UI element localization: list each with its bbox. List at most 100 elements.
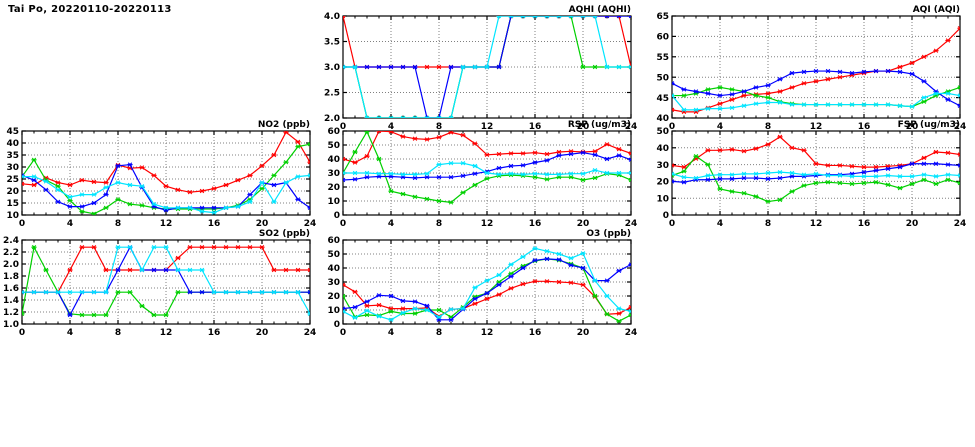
svg-text:15: 15 [6,199,19,209]
svg-text:12: 12 [160,328,173,338]
svg-text:4: 4 [388,122,394,132]
svg-text:10: 10 [327,197,340,207]
series-o3-day2 [343,256,631,324]
svg-text:40: 40 [327,264,340,274]
chart-panel-fsp: FSP (ug/m3) 0 10 20 30 40 50 0 4 8 12 16 20 24 [650,117,966,231]
panel-title-o3: O3 (ppb) [586,229,631,239]
x-axis-so2: 0 4 8 12 16 20 24 [19,240,316,338]
svg-text:0: 0 [340,328,346,338]
svg-text:20: 20 [577,122,590,132]
svg-text:2.0: 2.0 [3,260,19,270]
svg-text:20: 20 [577,219,590,229]
svg-text:20: 20 [656,178,669,188]
grid-lines-no2 [22,131,310,215]
x-axis-aqhi: 0 4 8 12 16 20 24 [340,16,637,132]
svg-text:24: 24 [304,219,316,229]
svg-text:20: 20 [327,183,340,193]
svg-text:0: 0 [19,328,25,338]
svg-text:20: 20 [906,219,919,229]
series-aqi-day4 [672,91,960,113]
svg-text:3.5: 3.5 [324,38,340,48]
svg-text:0: 0 [334,320,340,330]
series-aqi-day3 [672,68,960,108]
series-so2-day4 [22,244,310,317]
chart-panel-so2: SO2 (ppb) 1.0 1.2 1.4 1.6 1.8 2.0 2.2 2.4 0 4 8 12 16… [0,226,316,340]
svg-text:2.5: 2.5 [324,89,340,99]
y-axis-no2: 10 15 20 25 30 35 40 45 [6,127,310,221]
svg-text:20: 20 [256,219,269,229]
svg-text:4: 4 [717,219,723,229]
chart-panel-rsp: RSP (ug/m3) 0 10 20 30 40 50 60 0 4 8 12 16 20 24 [321,117,637,231]
figure-title: Tai Po, 20220110-20220113 [8,4,172,15]
chart-panel-o3: O3 (ppb) 0 10 20 30 40 50 60 0 4 8 12 16 20 24 [321,226,637,340]
svg-text:1.2: 1.2 [3,308,19,318]
svg-text:16: 16 [208,219,221,229]
svg-text:30: 30 [6,163,19,173]
svg-text:16: 16 [208,328,221,338]
svg-text:4: 4 [388,328,394,338]
svg-text:60: 60 [656,33,669,43]
svg-text:50: 50 [327,250,340,260]
svg-text:16: 16 [858,219,871,229]
svg-text:12: 12 [481,328,494,338]
panel-title-fsp: FSP (ug/m3) [898,120,960,130]
svg-text:35: 35 [6,151,19,161]
chart-panel-aqi: AQI (AQI) 40 45 50 55 60 65 0 4 8 12 16 20 24 [650,2,966,134]
svg-text:12: 12 [810,219,823,229]
svg-text:8: 8 [436,219,442,229]
svg-text:45: 45 [6,127,19,137]
svg-text:24: 24 [304,328,316,338]
chart-panel-no2: NO2 (ppb) 10 15 20 25 30 35 40 45 0 4 8 12 16 20 24 [0,117,316,231]
svg-text:12: 12 [810,122,823,132]
series-o3-day1 [343,279,631,319]
chart-panel-aqhi: AQHI (AQHI) 2.0 2.5 3.0 3.5 4.0 0 4 8 12 16 20 24 [321,2,637,134]
series-fsp-day4 [672,169,960,181]
svg-text:8: 8 [436,328,442,338]
svg-text:60: 60 [327,236,340,246]
svg-text:8: 8 [765,122,771,132]
svg-text:24: 24 [954,219,966,229]
svg-text:16: 16 [529,328,542,338]
svg-text:30: 30 [656,161,669,171]
svg-text:50: 50 [656,127,669,137]
svg-text:12: 12 [481,122,494,132]
y-axis-rsp: 0 10 20 30 40 50 60 [327,127,631,221]
svg-text:16: 16 [858,122,871,132]
svg-text:4: 4 [67,328,73,338]
svg-text:24: 24 [625,122,637,132]
svg-text:24: 24 [954,122,966,132]
svg-text:0: 0 [334,211,340,221]
svg-text:65: 65 [656,12,669,22]
x-axis-o3: 0 4 8 12 16 20 24 [340,240,637,338]
svg-text:20: 20 [256,328,269,338]
series-rsp-day2 [343,131,631,205]
y-axis-o3: 0 10 20 30 40 50 60 [327,236,631,330]
series-aqhi-day4 [343,16,631,118]
svg-text:20: 20 [906,122,919,132]
svg-text:50: 50 [656,73,669,83]
svg-text:4.0: 4.0 [324,12,340,22]
svg-text:1.0: 1.0 [3,320,19,330]
svg-text:50: 50 [327,141,340,151]
svg-text:8: 8 [436,122,442,132]
grid-lines-fsp [672,131,960,215]
svg-text:20: 20 [6,187,19,197]
svg-text:1.8: 1.8 [3,272,19,282]
series-rsp-day1 [343,131,631,165]
svg-text:0: 0 [19,219,25,229]
x-axis-fsp: 0 4 8 12 16 20 24 [669,131,966,229]
svg-text:2.2: 2.2 [3,248,19,258]
series-no2-day4 [22,173,310,215]
svg-text:10: 10 [656,194,669,204]
svg-text:0: 0 [669,219,675,229]
x-axis-rsp: 0 4 8 12 16 20 24 [340,131,637,229]
svg-text:40: 40 [656,114,669,124]
panel-title-aqhi: AQHI (AQHI) [569,5,631,15]
series-o3-day3 [343,256,631,323]
svg-text:12: 12 [481,219,494,229]
svg-text:0: 0 [663,211,669,221]
svg-text:1.6: 1.6 [3,284,19,294]
svg-text:30: 30 [327,169,340,179]
svg-text:30: 30 [327,278,340,288]
svg-text:20: 20 [327,292,340,302]
